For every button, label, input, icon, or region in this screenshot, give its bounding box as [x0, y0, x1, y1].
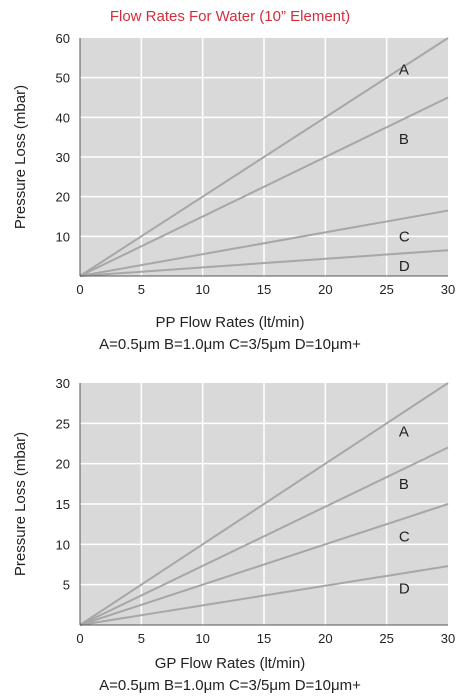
gp-series-label-d: D	[399, 581, 410, 598]
gp-y-tick-label: 25	[56, 416, 70, 431]
pp-series-label-a: A	[399, 62, 409, 79]
gp-y-tick-label: 5	[63, 578, 70, 593]
pp-x-tick-label: 20	[318, 282, 332, 297]
pp-x-tick-label: 10	[195, 282, 209, 297]
gp-y-tick-label: 10	[56, 537, 70, 552]
chart-gp: A B C D 5 10 15 20 25 30 0 5 10 15 20 25 30 Pressure Loss…	[12, 376, 455, 646]
chart-pp: A B CD 10 20 30 40 50 60 0 5 10 15 20 25 30 Pressure Los…	[12, 31, 455, 297]
pp-series-line-a	[79, 37, 449, 277]
gp-x-tick-label: 10	[195, 631, 209, 646]
pp-series-label-d: D	[399, 258, 410, 275]
pp-x-tick-label: 30	[441, 282, 455, 297]
gp-y-axis-label: Pressure Loss (mbar)	[12, 432, 29, 576]
gp-x-tick-label: 15	[257, 631, 271, 646]
gp-x-tick-label: 0	[76, 631, 83, 646]
pp-series-line-d	[79, 249, 449, 277]
pp-legend-caption: A=0.5μm B=1.0μm C=3/5μm D=10μm+	[99, 336, 361, 353]
gp-series-label-b: B	[399, 476, 409, 493]
gp-x-tick-label: 5	[138, 631, 145, 646]
gp-series-line-a	[79, 382, 449, 626]
chart-title: Flow Rates For Water (10” Element)	[109, 8, 351, 25]
pp-x-tick-label: 15	[257, 282, 271, 297]
pp-series-label-c: C	[399, 228, 410, 245]
gp-x-axis-label: GP Flow Rates (lt/min)	[154, 655, 306, 672]
pp-x-axis-label: PP Flow Rates (lt/min)	[155, 314, 305, 331]
gp-series-line-d	[79, 565, 449, 626]
gp-series-label-c: C	[399, 528, 410, 545]
gp-y-tick-label: 30	[56, 376, 70, 391]
pp-series-label-b: B	[399, 131, 409, 148]
gp-series-line-b	[79, 446, 449, 626]
gp-x-tick-label: 20	[318, 631, 332, 646]
gp-y-tick-label: 20	[56, 457, 70, 472]
pp-x-tick-label: 5	[138, 282, 145, 297]
pp-y-axis-label: Pressure Loss (mbar)	[12, 85, 29, 229]
pp-y-tick-label: 30	[56, 150, 70, 165]
pp-y-tick-label: 20	[56, 190, 70, 205]
pp-x-tick-label: 25	[379, 282, 393, 297]
gp-y-tick-label: 15	[56, 497, 70, 512]
pp-x-tick-label: 0	[76, 282, 83, 297]
pp-y-tick-label: 10	[56, 229, 70, 244]
pp-series-line-c	[79, 209, 449, 277]
gp-x-tick-label: 25	[379, 631, 393, 646]
pp-y-tick-label: 50	[56, 71, 70, 86]
pp-y-tick-label: 60	[56, 31, 70, 46]
gp-series-label-a: A	[399, 423, 409, 440]
pp-series-line-b	[79, 96, 449, 277]
gp-series-line-c	[79, 503, 449, 626]
gp-x-tick-label: 30	[441, 631, 455, 646]
gp-legend-caption: A=0.5μm B=1.0μm C=3/5μm D=10μm+	[99, 677, 361, 694]
pp-y-tick-label: 40	[56, 110, 70, 125]
